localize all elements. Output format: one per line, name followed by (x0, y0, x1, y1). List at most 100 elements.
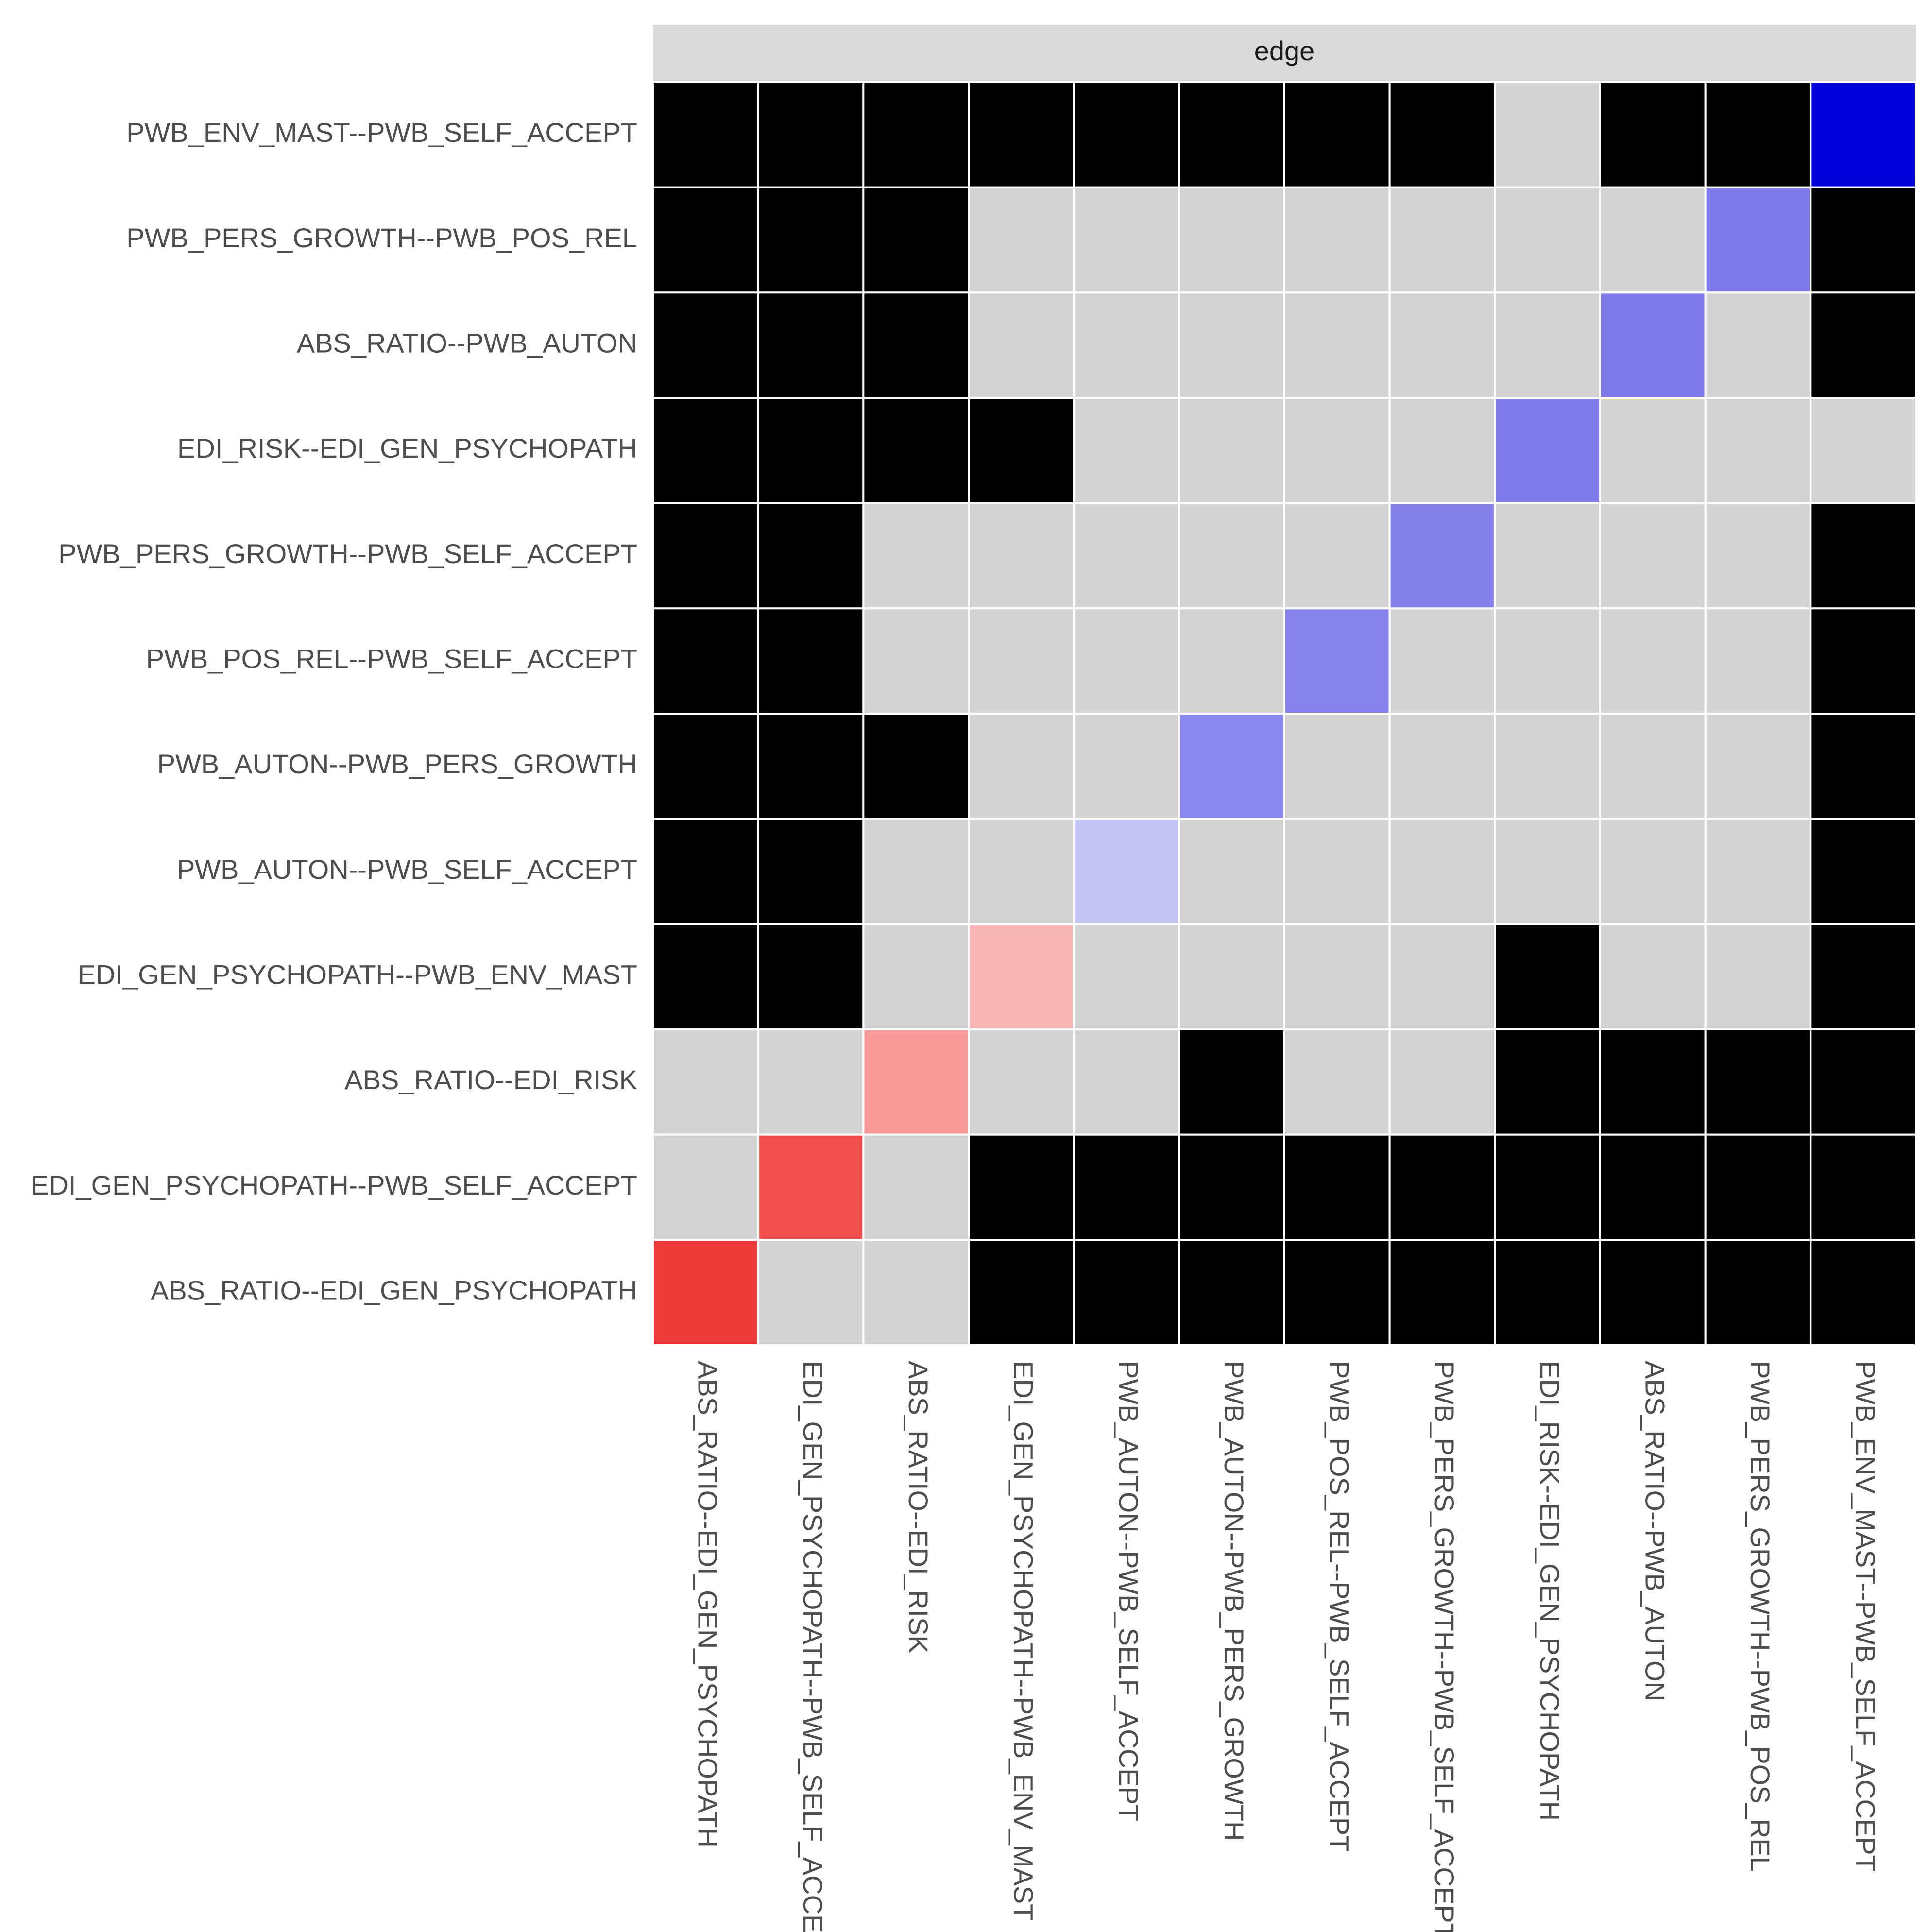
heatmap-cell (1810, 502, 1917, 610)
heatmap-cell (1388, 713, 1496, 820)
heatmap-cell (1810, 713, 1917, 820)
heatmap-cell (1494, 186, 1601, 294)
heatmap-cell (862, 1239, 970, 1346)
heatmap-cell (1810, 818, 1917, 925)
heatmap-cell (1073, 1239, 1180, 1346)
heatmap-cell (1599, 1133, 1707, 1241)
heatmap-cell (862, 1133, 970, 1241)
heatmap-cell (1388, 923, 1496, 1031)
heatmap-cell (1704, 818, 1812, 925)
heatmap-cell (1704, 1239, 1812, 1346)
column-label: PWB_PERS_GROWTH--PWB_POS_REL (1745, 1361, 1775, 1872)
row-label: PWB_AUTON--PWB_SELF_ACCEPT (177, 854, 637, 885)
heatmap-cell (1704, 713, 1812, 820)
heatmap-cell (1494, 818, 1601, 925)
heatmap-cell (1283, 81, 1391, 188)
row-label: EDI_GEN_PSYCHOPATH--PWB_SELF_ACCEPT (31, 1170, 637, 1200)
heatmap-cell (652, 81, 759, 188)
heatmap-cell (1704, 607, 1812, 715)
heatmap-cell (1178, 1028, 1285, 1136)
heatmap-cell (1178, 81, 1285, 188)
heatmap-cell (862, 713, 970, 820)
column-label: PWB_AUTON--PWB_SELF_ACCEPT (1113, 1361, 1144, 1821)
heatmap-cell (862, 923, 970, 1031)
heatmap-cell (1283, 607, 1391, 715)
heatmap-cell (1494, 81, 1601, 188)
heatmap-cell (1704, 923, 1812, 1031)
heatmap-cell (1073, 923, 1180, 1031)
heatmap-cell (757, 818, 865, 925)
heatmap-cell (1073, 818, 1180, 925)
heatmap-cell (1810, 1133, 1917, 1241)
heatmap-cell (968, 397, 1075, 504)
column-label: PWB_POS_REL--PWB_SELF_ACCEPT (1324, 1361, 1355, 1852)
heatmap-cells (652, 81, 1917, 1346)
heatmap-cell (1178, 1133, 1285, 1241)
heatmap-cell (1388, 818, 1496, 925)
heatmap-cell (1494, 1028, 1601, 1136)
heatmap-cell (862, 186, 970, 294)
heatmap-cell (757, 713, 865, 820)
heatmap-cell (1494, 1239, 1601, 1346)
heatmap-cell (1599, 397, 1707, 504)
heatmap-cell (862, 607, 970, 715)
heatmap-cell (1599, 291, 1707, 399)
heatmap-cell (1599, 502, 1707, 610)
heatmap-cell (1388, 1028, 1496, 1136)
column-label: EDI_GEN_PSYCHOPATH--PWB_SELF_ACCEPT (798, 1361, 828, 1932)
heatmap-cell (1283, 291, 1391, 399)
row-label: PWB_PERS_GROWTH--PWB_SELF_ACCEPT (58, 538, 637, 569)
heatmap-cell (1494, 607, 1601, 715)
heatmap-cell (1073, 186, 1180, 294)
heatmap-cell (757, 186, 865, 294)
column-label: PWB_PERS_GROWTH--PWB_SELF_ACCEPT (1429, 1361, 1460, 1932)
heatmap-cell (1388, 502, 1496, 610)
heatmap-cell (1388, 186, 1496, 294)
row-label: ABS_RATIO--EDI_GEN_PSYCHOPATH (151, 1275, 637, 1305)
heatmap-cell (652, 713, 759, 820)
heatmap-cell (1073, 1133, 1180, 1241)
heatmap-cell (1599, 607, 1707, 715)
heatmap-cell (1178, 186, 1285, 294)
column-label: ABS_RATIO--EDI_GEN_PSYCHOPATH (693, 1361, 723, 1847)
column-label: EDI_RISK--EDI_GEN_PSYCHOPATH (1535, 1361, 1565, 1821)
row-labels: PWB_ENV_MAST--PWB_SELF_ACCEPT PWB_PERS_GR… (31, 117, 637, 1305)
heatmap-cell (652, 397, 759, 504)
column-label: PWB_AUTON--PWB_PERS_GROWTH (1219, 1361, 1249, 1841)
heatmap-cell (968, 186, 1075, 294)
heatmap-cell (1073, 81, 1180, 188)
heatmap-cell (652, 1133, 759, 1241)
row-label: PWB_ENV_MAST--PWB_SELF_ACCEPT (126, 117, 637, 148)
heatmap-cell (1388, 81, 1496, 188)
row-label: ABS_RATIO--EDI_RISK (344, 1064, 637, 1095)
heatmap-cell (1810, 607, 1917, 715)
heatmap-cell (1599, 923, 1707, 1031)
heatmap-cell (862, 397, 970, 504)
heatmap-cell (1599, 818, 1707, 925)
column-label: ABS_RATIO--EDI_RISK (903, 1361, 934, 1654)
heatmap-cell (757, 607, 865, 715)
heatmap-cell (652, 1028, 759, 1136)
heatmap-cell (757, 923, 865, 1031)
heatmap-cell (1810, 923, 1917, 1031)
heatmap-cell (652, 818, 759, 925)
heatmap-cell (1073, 1028, 1180, 1136)
column-label: ABS_RATIO--PWB_AUTON (1640, 1361, 1671, 1701)
heatmap-cell (1704, 1133, 1812, 1241)
heatmap-cell (1599, 1239, 1707, 1346)
row-label: PWB_POS_REL--PWB_SELF_ACCEPT (146, 643, 637, 674)
heatmap-cell (652, 1239, 759, 1346)
heatmap-cell (1178, 1239, 1285, 1346)
heatmap-cell (1178, 713, 1285, 820)
heatmap-cell (968, 291, 1075, 399)
heatmap-cell (1283, 818, 1391, 925)
heatmap-cell (1283, 1028, 1391, 1136)
column-label: EDI_GEN_PSYCHOPATH--PWB_ENV_MAST (1008, 1361, 1039, 1920)
heatmap-cell (1810, 397, 1917, 504)
heatmap-cell (652, 186, 759, 294)
heatmap-cell (1494, 713, 1601, 820)
heatmap-cell (1810, 1028, 1917, 1136)
heatmap-cell (1810, 81, 1917, 188)
heatmap-cell (757, 81, 865, 188)
